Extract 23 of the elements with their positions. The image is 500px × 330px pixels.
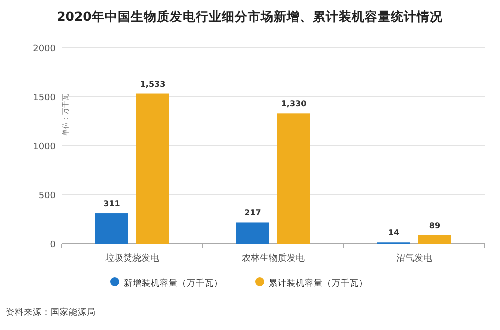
bar bbox=[236, 222, 270, 244]
y-tick-label: 1000 bbox=[33, 142, 56, 152]
bar bbox=[136, 94, 170, 244]
y-tick-label: 2000 bbox=[33, 44, 56, 54]
text: 资料来源：国家能源局 bbox=[6, 307, 96, 318]
y-tick-label: 0 bbox=[50, 240, 56, 250]
data-label: 1,533 bbox=[140, 80, 166, 89]
data-label: 217 bbox=[244, 208, 262, 218]
chart-title: 2020年中国生物质发电行业细分市场新增、累计装机容量统计情况 bbox=[57, 9, 444, 24]
bar bbox=[96, 214, 128, 244]
data-label: 311 bbox=[104, 200, 121, 209]
legend-label: 新增装机容量（万千瓦） bbox=[124, 278, 223, 289]
data-label: 14 bbox=[388, 228, 400, 238]
x-tick-label: 垃圾焚烧发电 bbox=[104, 253, 160, 264]
x-tick-label: 农林生物质发电 bbox=[242, 253, 305, 264]
data-label: 1,330 bbox=[281, 100, 308, 109]
y-tick-label: 500 bbox=[38, 192, 56, 202]
legend-label: 累计装机容量（万千瓦） bbox=[269, 278, 368, 289]
y-tick-label: 1500 bbox=[33, 94, 56, 104]
bar bbox=[278, 114, 310, 244]
x-tick-label: 沼气发电 bbox=[396, 253, 432, 264]
bar bbox=[418, 235, 452, 244]
data-label: 89 bbox=[429, 221, 441, 230]
